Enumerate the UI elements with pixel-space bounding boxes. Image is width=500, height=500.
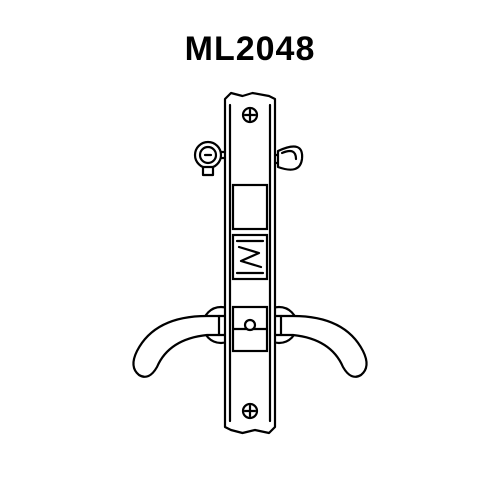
lock-svg — [80, 85, 420, 485]
model-number-title: ML2048 — [0, 30, 500, 69]
figure-canvas: ML2048 — [0, 0, 500, 500]
mortise-lock-diagram — [80, 85, 420, 490]
